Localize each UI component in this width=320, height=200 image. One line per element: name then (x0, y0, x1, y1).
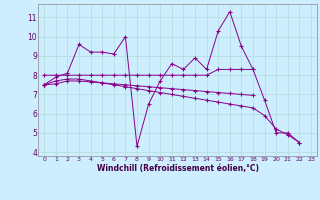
X-axis label: Windchill (Refroidissement éolien,°C): Windchill (Refroidissement éolien,°C) (97, 164, 259, 173)
